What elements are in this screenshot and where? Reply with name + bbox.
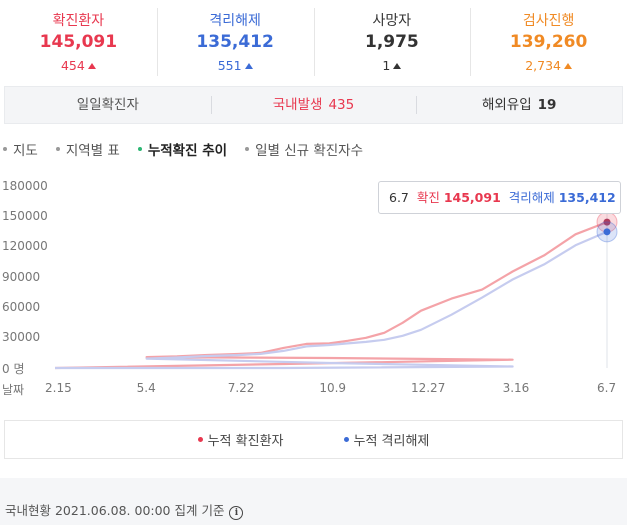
tab-daily-new[interactable]: 일별 신규 확진자수 xyxy=(242,138,363,160)
legend-released[interactable]: 누적 격리해제 xyxy=(343,430,430,449)
x-tick-label: 2.15 xyxy=(45,381,72,395)
legend-label: 누적 확진환자 xyxy=(207,434,284,449)
daily-overseas-label: 해외유입 xyxy=(481,97,532,113)
released-series-line xyxy=(55,230,608,370)
tab-label: 누적확진 추이 xyxy=(147,143,228,159)
daily-domestic-value: 435 xyxy=(328,97,355,113)
footer: 국내현황 2021.06.08. 00:00 집계 기준 i xyxy=(0,478,627,525)
tab-label: 일별 신규 확진자수 xyxy=(255,143,364,159)
bullet-icon xyxy=(55,147,60,151)
stat-delta: 1 xyxy=(314,58,471,73)
confirmed-series-line xyxy=(54,221,608,370)
daily-overseas-value: 19 xyxy=(537,97,557,113)
x-tick-label: 10.9 xyxy=(319,381,347,395)
stat-delta-value: 1 xyxy=(382,58,391,73)
stats-row: 확진환자 145,091 454 격리해제 135,412 551 사망자 1,… xyxy=(0,0,627,84)
info-circle-icon[interactable]: i xyxy=(229,506,244,520)
stat-value: 139,260 xyxy=(509,32,588,52)
daily-overseas: 해외유입 19 xyxy=(416,87,622,123)
tooltip-confirmed-value: 145,091 xyxy=(443,190,501,205)
data-basis-note: 국내현황 2021.06.08. 00:00 집계 기준 i xyxy=(5,500,244,520)
y-tick-label: 120000 xyxy=(2,239,48,254)
tooltip-confirmed-label: 확진 xyxy=(416,190,440,205)
y-tick-label: 30000 xyxy=(2,329,41,344)
y-tick-label: 60000 xyxy=(2,299,41,314)
confirmed-end-point xyxy=(603,218,611,226)
view-tabs: 지도 지역별 표 누적확진 추이 일별 신규 확진자수 xyxy=(0,138,378,160)
stat-confirmed: 확진환자 145,091 454 xyxy=(0,0,157,84)
stat-delta: 454 xyxy=(0,58,157,73)
legend-dot-icon xyxy=(343,437,349,442)
chart-svg xyxy=(54,210,618,370)
stat-delta-value: 551 xyxy=(217,58,242,73)
arrow-up-icon xyxy=(87,63,96,69)
stat-deaths: 사망자 1,975 1 xyxy=(313,0,471,84)
arrow-up-icon xyxy=(244,63,253,69)
tab-cumulative-trend[interactable]: 누적확진 추이 xyxy=(135,138,227,160)
y-tick-label: 150000 xyxy=(2,209,48,224)
stat-testing: 검사진행 139,260 2,734 xyxy=(470,0,627,84)
stat-released: 격리해제 135,412 551 xyxy=(156,0,314,84)
tooltip-released-value: 135,412 xyxy=(558,190,616,205)
released-end-point xyxy=(603,228,611,236)
x-tick-label: 6.7 xyxy=(597,381,617,395)
tab-map[interactable]: 지도 xyxy=(0,138,38,160)
tab-label: 지도 xyxy=(13,143,38,159)
tab-region-table[interactable]: 지역별 표 xyxy=(53,138,120,160)
chart-tooltip: 6.7 확진 145,091 격리해제 135,412 xyxy=(378,181,621,214)
stat-delta: 551 xyxy=(157,58,314,73)
y-tick-label: 90000 xyxy=(2,269,41,284)
stat-label: 사망자 xyxy=(372,13,412,29)
y-tick-label: 180000 xyxy=(2,179,48,193)
x-axis-label: 날짜 xyxy=(2,383,25,397)
daily-domestic: 국내발생 435 xyxy=(210,87,417,123)
stat-value: 135,412 xyxy=(196,32,274,52)
stat-label: 확진환자 xyxy=(52,13,105,29)
stat-delta: 2,734 xyxy=(470,58,627,73)
stat-delta-value: 454 xyxy=(60,58,85,73)
daily-domestic-label: 국내발생 xyxy=(272,97,323,113)
daily-confirmed-box: 일일확진자 국내발생 435 해외유입 19 xyxy=(4,86,623,124)
x-tick-label: 12.27 xyxy=(410,381,446,395)
bullet-icon xyxy=(245,147,250,151)
arrow-up-icon xyxy=(393,63,402,69)
daily-total-label: 일일확진자 xyxy=(76,97,139,113)
tooltip-released-label: 격리해제 xyxy=(508,190,555,205)
tooltip-date: 6.7 xyxy=(389,190,409,205)
stat-label: 검사진행 xyxy=(522,13,575,29)
y-tick-label: 0 명 xyxy=(2,362,25,376)
x-tick-label: 3.16 xyxy=(502,381,530,395)
stat-label: 격리해제 xyxy=(209,13,261,29)
x-tick-label: 7.22 xyxy=(227,381,255,395)
stat-delta-value: 2,734 xyxy=(525,58,562,73)
legend-label: 누적 격리해제 xyxy=(353,434,430,449)
tab-label: 지역별 표 xyxy=(65,143,120,159)
legend-confirmed[interactable]: 누적 확진환자 xyxy=(197,430,284,449)
chart-legend: 누적 확진환자 누적 격리해제 xyxy=(4,420,623,459)
stat-value: 1,975 xyxy=(364,32,419,52)
bullet-icon xyxy=(3,147,7,151)
stat-value: 145,091 xyxy=(39,32,118,52)
footer-note: 국내현황 2021.06.08. 00:00 집계 기준 xyxy=(5,503,225,518)
daily-total: 일일확진자 xyxy=(5,87,211,123)
legend-dot-icon xyxy=(197,437,203,442)
arrow-up-icon xyxy=(564,63,573,69)
x-tick-label: 5.4 xyxy=(136,381,156,395)
bullet-icon xyxy=(137,147,142,151)
